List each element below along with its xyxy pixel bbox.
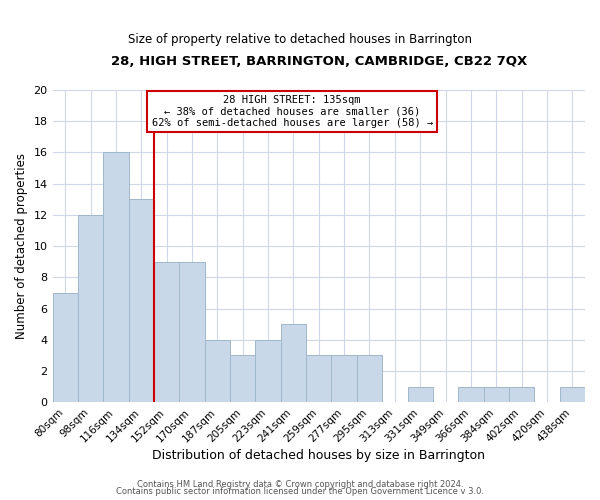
Text: Contains public sector information licensed under the Open Government Licence v : Contains public sector information licen… bbox=[116, 487, 484, 496]
Text: 28 HIGH STREET: 135sqm
← 38% of detached houses are smaller (36)
62% of semi-det: 28 HIGH STREET: 135sqm ← 38% of detached… bbox=[152, 94, 433, 128]
Bar bbox=[103, 152, 128, 402]
Text: Contains HM Land Registry data © Crown copyright and database right 2024.: Contains HM Land Registry data © Crown c… bbox=[137, 480, 463, 489]
Bar bbox=[509, 386, 534, 402]
Bar bbox=[154, 262, 179, 402]
Text: Size of property relative to detached houses in Barrington: Size of property relative to detached ho… bbox=[128, 32, 472, 46]
Bar bbox=[256, 340, 281, 402]
Bar bbox=[306, 356, 331, 402]
Title: 28, HIGH STREET, BARRINGTON, CAMBRIDGE, CB22 7QX: 28, HIGH STREET, BARRINGTON, CAMBRIDGE, … bbox=[110, 55, 527, 68]
Bar bbox=[331, 356, 357, 402]
Bar bbox=[357, 356, 382, 402]
Bar bbox=[128, 200, 154, 402]
Bar bbox=[458, 386, 484, 402]
Bar bbox=[560, 386, 585, 402]
X-axis label: Distribution of detached houses by size in Barrington: Distribution of detached houses by size … bbox=[152, 450, 485, 462]
Bar bbox=[281, 324, 306, 402]
Bar bbox=[230, 356, 256, 402]
Bar bbox=[407, 386, 433, 402]
Bar bbox=[205, 340, 230, 402]
Bar bbox=[179, 262, 205, 402]
Bar bbox=[78, 215, 103, 402]
Bar bbox=[53, 293, 78, 402]
Bar bbox=[484, 386, 509, 402]
Y-axis label: Number of detached properties: Number of detached properties bbox=[15, 153, 28, 339]
